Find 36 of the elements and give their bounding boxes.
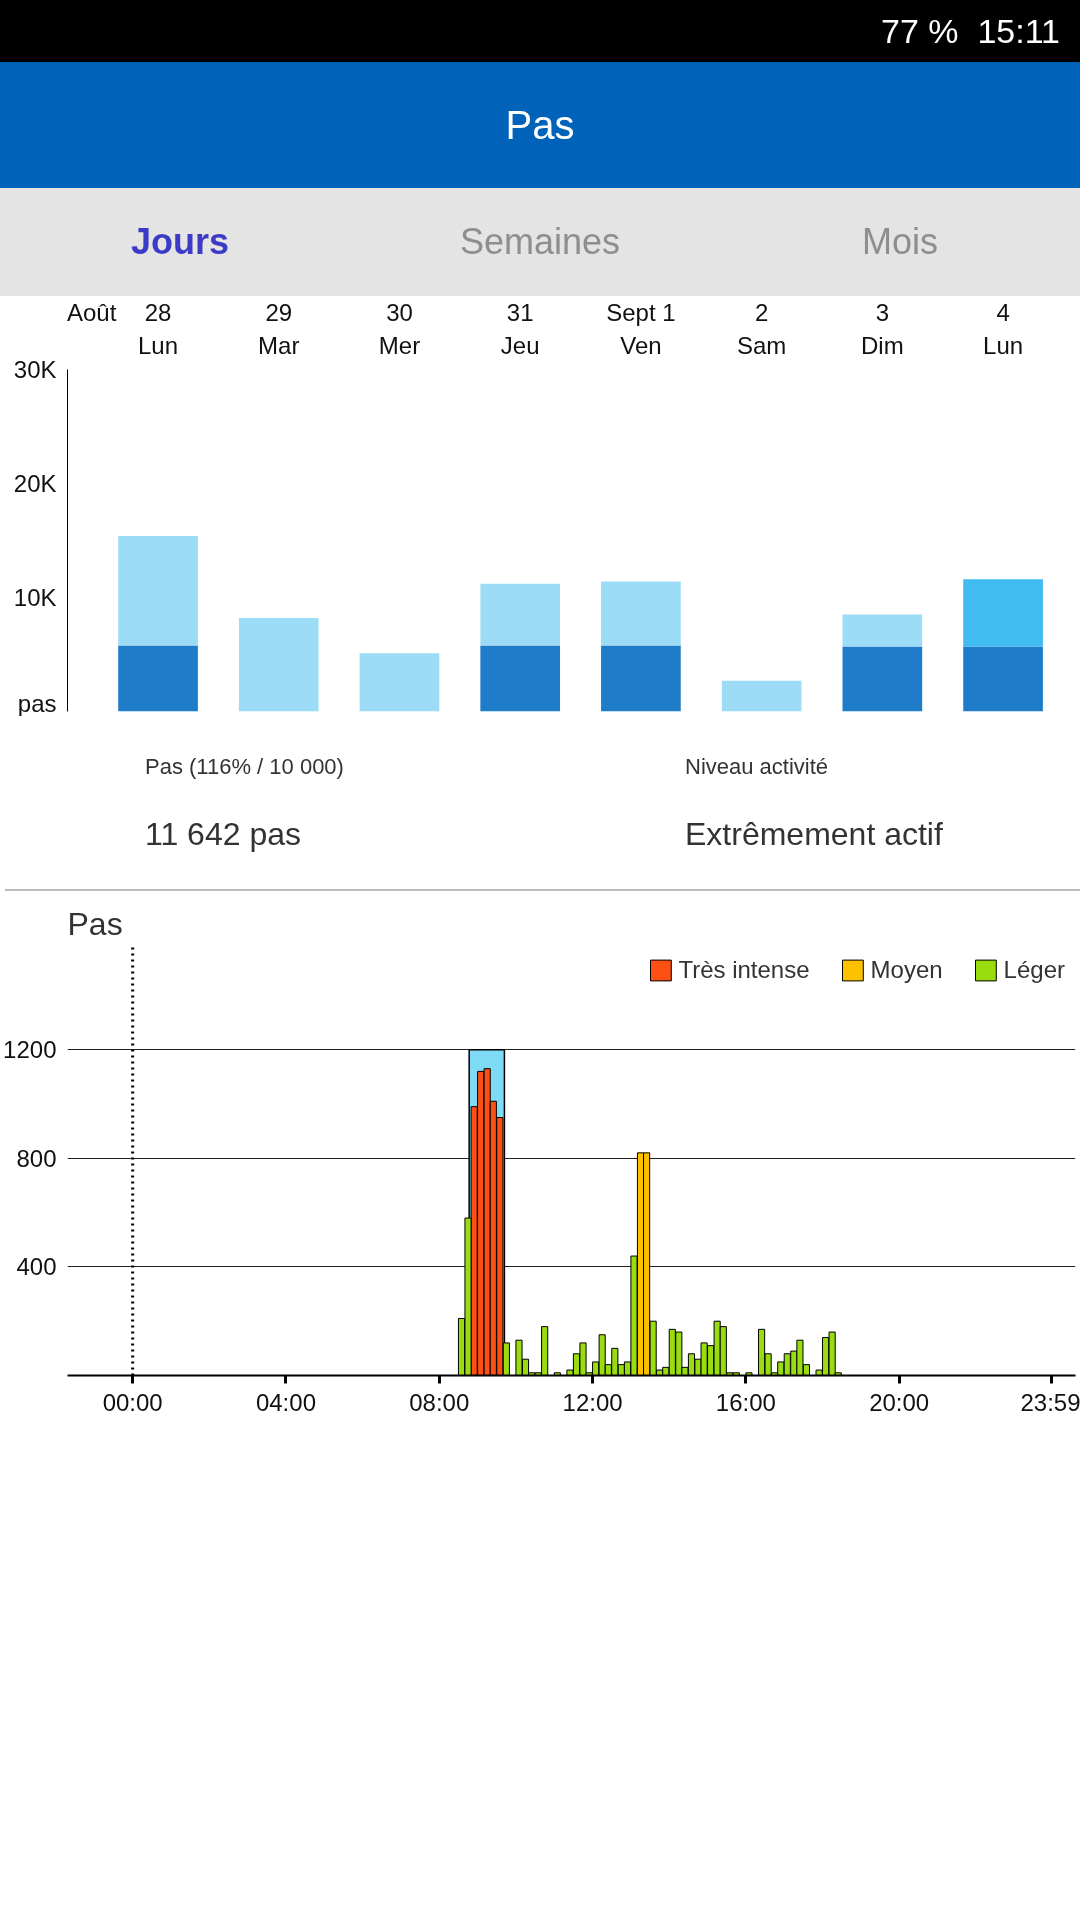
x-tick-label: 2 Sam xyxy=(736,299,787,359)
text: Niveau activité xyxy=(685,753,830,781)
y-tick-label: 20K xyxy=(13,470,57,497)
x-tick-label: 08:00 xyxy=(409,1388,470,1416)
x-tick-label: 4 Lun xyxy=(983,299,1024,359)
y-tick-label: pas xyxy=(17,689,57,717)
x-tick-label: 20:00 xyxy=(869,1388,930,1416)
x-tick-label: 30 Mer xyxy=(378,299,421,359)
x-tick-label: 31 Jeu xyxy=(500,299,540,359)
legend-label: Très intense xyxy=(678,956,810,984)
chart-title: Pas xyxy=(67,905,123,942)
y-tick-label: 10K xyxy=(13,584,57,611)
legend-label: Moyen xyxy=(870,956,943,984)
text: Août xyxy=(66,299,117,327)
text: Pas (116% / 10 000) xyxy=(145,753,345,781)
x-tick-label: 04:00 xyxy=(255,1388,316,1416)
text: Mois xyxy=(861,220,939,264)
text: Jours xyxy=(129,220,230,264)
text: Pas xyxy=(0,62,1080,188)
x-tick-label: 00:00 xyxy=(102,1388,163,1416)
legend-label: Léger xyxy=(1003,956,1065,984)
text: Extrêmement actif xyxy=(685,815,944,855)
x-tick-label: Sept 1 Ven xyxy=(606,299,676,359)
y-tick-label: 800 xyxy=(16,1144,57,1172)
x-tick-label: 16:00 xyxy=(715,1388,776,1416)
text: 11 642 pas xyxy=(145,815,302,855)
x-tick-label: 3 Dim xyxy=(861,299,904,359)
y-tick-label: 400 xyxy=(16,1253,57,1281)
y-tick-label: 1200 xyxy=(3,1036,57,1064)
x-tick-label: 28 Lun xyxy=(138,299,179,359)
text: Semaines xyxy=(458,220,622,264)
text: 77 % 15:11 xyxy=(881,12,1060,50)
y-tick-label: 30K xyxy=(13,356,57,383)
x-tick-label: 12:00 xyxy=(562,1388,623,1416)
x-tick-label: 23:59 xyxy=(1020,1388,1080,1416)
x-tick-label: 29 Mar xyxy=(258,299,300,359)
